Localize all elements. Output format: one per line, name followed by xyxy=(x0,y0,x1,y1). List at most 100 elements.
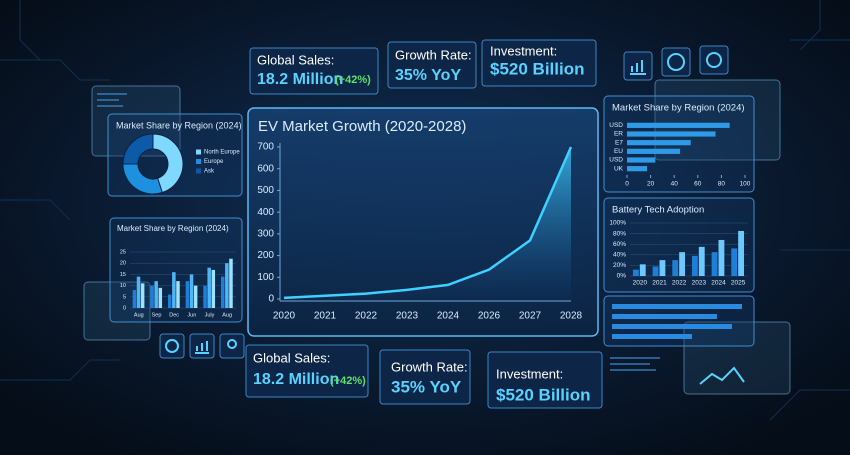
y-tick-label: ER xyxy=(614,131,623,138)
y-tick-label: USD xyxy=(609,157,623,164)
kpi-change: (+42%) xyxy=(330,375,366,387)
bar xyxy=(627,140,691,146)
bar xyxy=(627,122,730,128)
bar xyxy=(167,294,172,308)
bar xyxy=(211,269,216,308)
x-tick-label: 2024 xyxy=(437,311,460,322)
donut-slice xyxy=(152,133,184,194)
y-tick-label: 400 xyxy=(257,207,274,218)
x-tick-label: 2021 xyxy=(652,280,667,287)
y-tick-label: 80% xyxy=(613,230,626,237)
x-tick-label: 2026 xyxy=(478,311,501,322)
x-tick-label: 100 xyxy=(740,181,751,188)
y-tick-label: UK xyxy=(614,165,624,172)
x-tick-label: Jun xyxy=(187,312,196,318)
y-tick-label: E7 xyxy=(615,139,623,146)
bar xyxy=(627,166,648,172)
kpi-label: Global Sales: xyxy=(257,52,334,67)
kpi-label: Growth Rate: xyxy=(391,359,468,374)
kpi-value: $520 Billion xyxy=(496,385,590,404)
icon-button[interactable] xyxy=(219,333,245,359)
x-tick-label: 2024 xyxy=(711,280,726,287)
bar xyxy=(172,272,176,308)
y-tick-label: 40% xyxy=(613,252,626,259)
kpi-card xyxy=(481,39,597,87)
bar xyxy=(193,285,198,308)
y-tick-label: USD xyxy=(609,122,623,129)
x-tick-label: 2023 xyxy=(692,280,707,287)
x-tick-label: Aug xyxy=(134,312,144,318)
bar xyxy=(627,148,681,154)
bar xyxy=(207,267,211,308)
kpi-label: Investment: xyxy=(490,43,557,58)
icon-button[interactable] xyxy=(699,45,729,75)
bar xyxy=(659,260,666,276)
y-tick-label: 5 xyxy=(123,294,126,300)
x-tick-label: July xyxy=(205,312,215,318)
x-tick-label: 2022 xyxy=(672,280,687,287)
kpi-card xyxy=(245,344,369,398)
x-tick-label: 2020 xyxy=(273,311,296,322)
bar xyxy=(672,260,679,276)
y-tick-label: 600 xyxy=(257,163,274,174)
bar xyxy=(225,263,229,308)
bar xyxy=(220,276,225,308)
bar xyxy=(627,157,656,163)
chart-title: Market Share by Region (2024) xyxy=(116,120,242,130)
y-tick-label: EU xyxy=(614,148,623,155)
bar xyxy=(176,281,180,308)
progress-bars xyxy=(612,304,742,339)
x-tick-label: 40 xyxy=(671,181,679,188)
bar xyxy=(652,266,659,276)
y-tick-label: 0 xyxy=(123,305,126,311)
circuit-lines xyxy=(0,0,850,421)
x-tick-label: 60 xyxy=(694,181,702,188)
chart-title: Market Share by Region (2024) xyxy=(612,103,745,114)
chart-title: Battery Tech Adoption xyxy=(612,205,704,216)
decor-lines xyxy=(97,93,745,385)
bar xyxy=(731,248,738,276)
y-tick-label: 700 xyxy=(257,142,274,153)
x-tick-label: 2020 xyxy=(633,280,648,287)
icon-button[interactable] xyxy=(661,47,691,77)
y-tick-label: 100% xyxy=(609,220,626,227)
bar xyxy=(632,269,639,276)
legend-label: North Europe xyxy=(204,150,240,156)
x-tick-label: 2027 xyxy=(519,311,542,322)
bar xyxy=(691,255,698,276)
y-tick-label: 0% xyxy=(617,273,627,280)
x-tick-label: 2025 xyxy=(731,280,746,287)
bar xyxy=(150,285,154,308)
kpi-value: 18.2 Million xyxy=(253,371,339,388)
y-tick-label: 60% xyxy=(613,241,626,248)
x-tick-label: 2023 xyxy=(396,311,419,322)
kpi-label: Investment: xyxy=(496,366,563,381)
glass-panel xyxy=(654,79,781,161)
bar xyxy=(639,264,646,276)
legend-swatch xyxy=(196,168,201,174)
icon-button[interactable] xyxy=(159,333,185,359)
kpi-card xyxy=(487,351,603,409)
kpi-value: 18.2 Million xyxy=(257,71,343,88)
x-tick-label: 0 xyxy=(625,181,629,188)
donut-slice xyxy=(122,133,154,165)
kpi-value: 35% YoY xyxy=(395,67,461,84)
bar xyxy=(679,252,686,276)
x-tick-label: 2028 xyxy=(560,311,583,322)
y-tick-label: 100 xyxy=(257,272,274,283)
y-tick-label: 15 xyxy=(120,272,126,278)
line xyxy=(283,146,573,300)
x-tick-label: 80 xyxy=(718,181,726,188)
y-tick-label: 300 xyxy=(257,228,274,239)
bar xyxy=(140,283,145,308)
legend-swatch xyxy=(196,159,201,164)
y-tick-label: 0 xyxy=(268,294,274,305)
bar xyxy=(158,287,163,308)
y-tick-label: 200 xyxy=(257,250,274,261)
bar xyxy=(698,246,705,276)
x-tick-label: Dec xyxy=(169,312,179,318)
kpi-label: Global Sales: xyxy=(253,350,330,365)
chart-title: Market Share by Region (2024) xyxy=(117,224,229,233)
bar xyxy=(718,239,725,276)
